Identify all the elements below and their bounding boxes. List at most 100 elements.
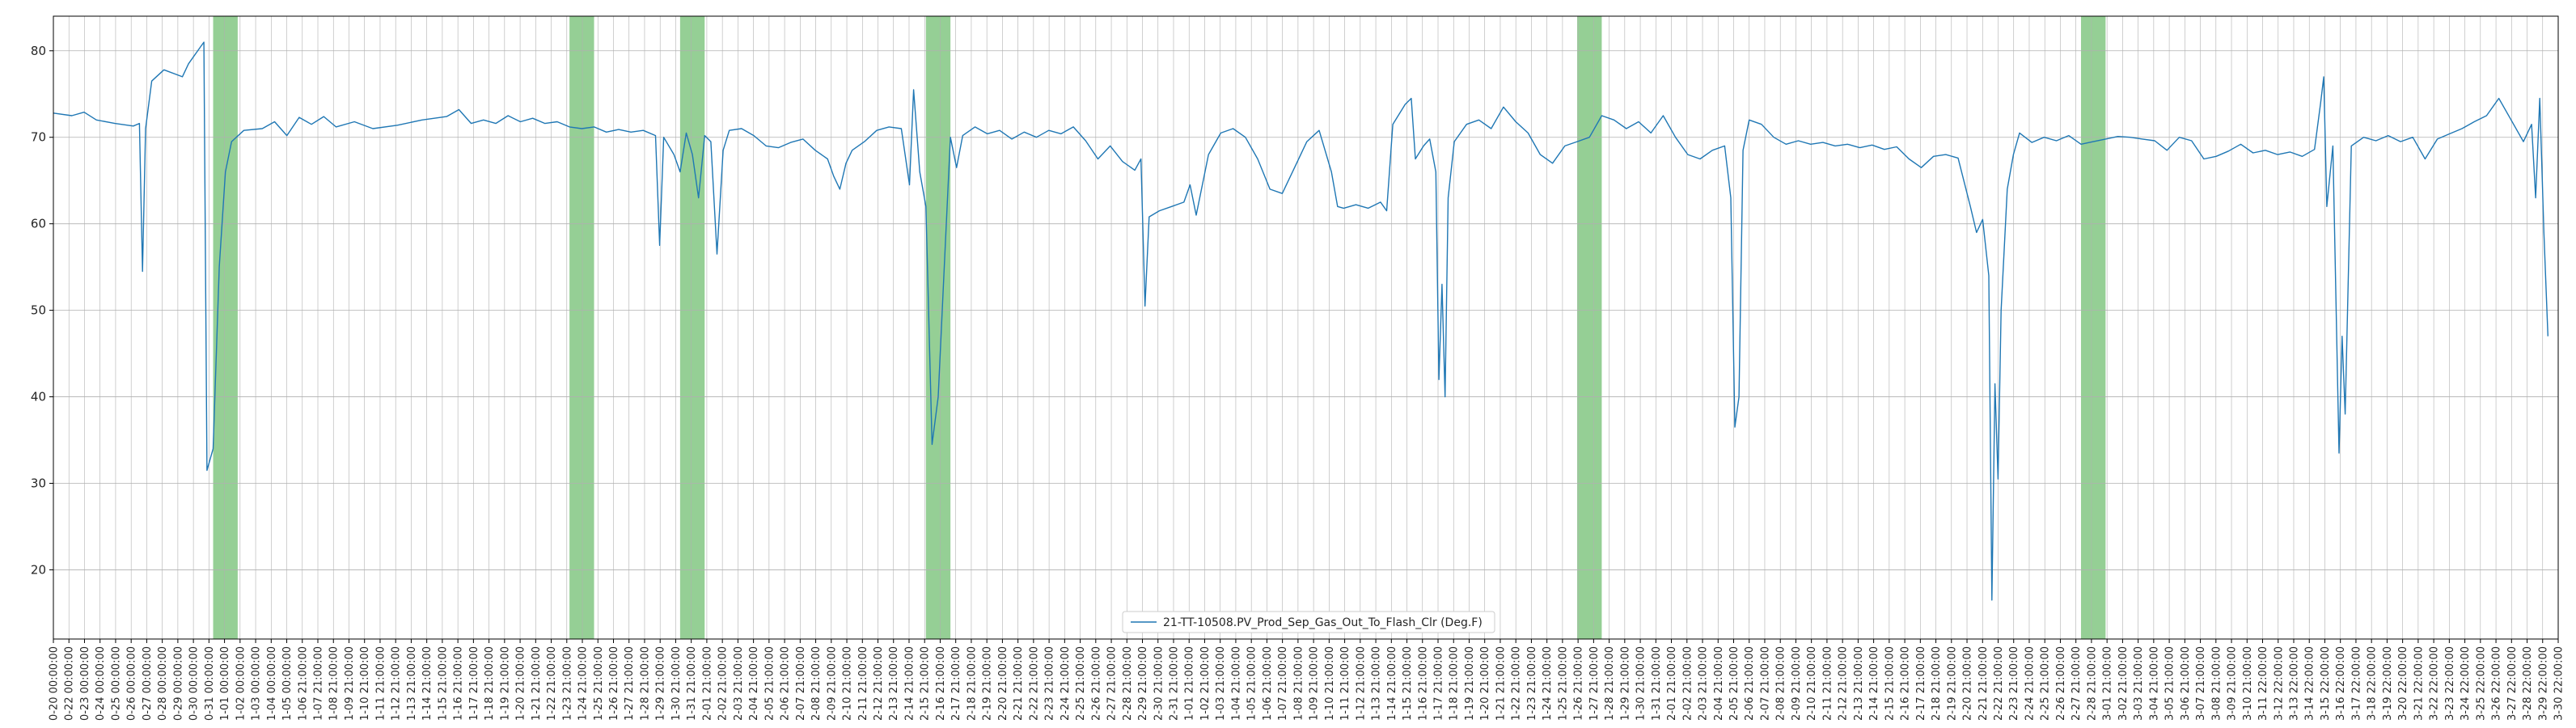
x-tick-label: 1-20 21:00:00 xyxy=(515,646,527,721)
x-tick-label: 1-14 21:00:00 xyxy=(1386,646,1398,721)
x-tick-label: 2-10 21:00:00 xyxy=(1806,646,1818,721)
x-tick-label: 1-01 00:00:00 xyxy=(219,646,231,721)
x-tick-label: 1-05 00:00:00 xyxy=(281,646,294,721)
x-tick-label: 2-07 21:00:00 xyxy=(795,646,807,721)
x-tick-label: 0-22 00:00:00 xyxy=(64,646,76,721)
x-tick-label: 2-20 21:00:00 xyxy=(1962,646,1974,721)
highlight-bands xyxy=(213,16,2106,639)
x-tick-label: 2-13 21:00:00 xyxy=(1853,646,1865,721)
x-tick-label: 2-23 21:00:00 xyxy=(2008,646,2020,721)
x-tick-label: 1-29 21:00:00 xyxy=(1619,646,1631,721)
plot-frame xyxy=(53,15,2559,640)
x-tick-label: 2-30 21:00:00 xyxy=(1153,646,1165,721)
x-tick-label: 2-17 21:00:00 xyxy=(1915,646,1927,721)
x-tick-label: 3-13 22:00:00 xyxy=(2289,646,2301,721)
x-tick-label: 1-29 21:00:00 xyxy=(655,646,667,721)
x-tick-label: 2-17 21:00:00 xyxy=(950,646,962,721)
x-tick-label: 1-06 21:00:00 xyxy=(297,646,309,721)
highlight-band xyxy=(679,16,705,639)
x-tick-label: 3-25 22:00:00 xyxy=(2475,646,2487,721)
series-line xyxy=(53,41,2549,601)
legend-box xyxy=(1122,611,1495,633)
x-tick-label: 3-12 22:00:00 xyxy=(2273,646,2285,721)
x-tick-label: 1-24 21:00:00 xyxy=(1542,646,1554,721)
y-tick-label: 20 xyxy=(31,562,46,577)
x-tick-label: 3-04 21:00:00 xyxy=(2148,646,2160,721)
x-tick-label: 3-23 22:00:00 xyxy=(2444,646,2456,721)
x-tick-label: 3-07 21:00:00 xyxy=(2195,646,2207,721)
x-tick-label: 3-19 22:00:00 xyxy=(2382,646,2394,721)
x-tick-label: 1-09 21:00:00 xyxy=(1309,646,1321,721)
x-tick-label: 1-16 21:00:00 xyxy=(453,646,465,721)
x-tick-label: 2-26 21:00:00 xyxy=(2055,646,2067,721)
x-tick-label: 3-09 21:00:00 xyxy=(2227,646,2239,721)
x-tick-label: 2-24 21:00:00 xyxy=(2024,646,2037,721)
x-tick-label: 1-03 21:00:00 xyxy=(1215,646,1227,721)
x-tick-label: 2-23 21:00:00 xyxy=(1044,646,1056,721)
x-tick-label: 0-25 00:00:00 xyxy=(110,646,122,721)
x-tick-label: 1-06 21:00:00 xyxy=(1262,646,1274,721)
x-tick-label: 3-30 22:00:00 xyxy=(2553,646,2565,721)
x-tick-label: 1-14 21:00:00 xyxy=(421,646,434,721)
x-tick-label: 1-31 21:00:00 xyxy=(1651,646,1663,721)
x-tick-label: 1-13 21:00:00 xyxy=(406,646,418,721)
x-tick-label: 2-01 21:00:00 xyxy=(701,646,713,721)
x-tick-label: 1-19 21:00:00 xyxy=(1464,646,1476,721)
x-tick-label: 2-14 21:00:00 xyxy=(1868,646,1880,721)
x-tick-label: 2-15 21:00:00 xyxy=(1884,646,1896,721)
x-tick-label: 1-21 21:00:00 xyxy=(531,646,543,721)
x-tick-label: 1-07 21:00:00 xyxy=(313,646,325,721)
highlight-band xyxy=(1577,16,1602,639)
x-tick-label: 2-14 21:00:00 xyxy=(904,646,916,721)
x-tick-label: 1-26 21:00:00 xyxy=(1573,646,1585,721)
x-tick-label: 2-31 21:00:00 xyxy=(1169,646,1181,721)
x-tick-label: 1-21 21:00:00 xyxy=(1495,646,1508,721)
x-tick-label: 3-22 22:00:00 xyxy=(2429,646,2441,721)
x-tick-label: 1-26 21:00:00 xyxy=(608,646,620,721)
x-tick-label: 3-16 22:00:00 xyxy=(2335,646,2347,721)
x-tick-label: 2-06 21:00:00 xyxy=(1744,646,1756,721)
x-tick-label: 0-31 00:00:00 xyxy=(204,646,216,721)
x-tick-label: 3-17 22:00:00 xyxy=(2350,646,2362,721)
x-tick-label: 2-05 21:00:00 xyxy=(763,646,776,721)
x-tick-label: 2-02 21:00:00 xyxy=(717,646,730,721)
x-tick-label: 2-21 21:00:00 xyxy=(1013,646,1025,721)
x-tick-label: 1-23 21:00:00 xyxy=(1526,646,1538,721)
x-tick-label: 2-21 21:00:00 xyxy=(1977,646,1990,721)
x-tick-label: 1-31 21:00:00 xyxy=(686,646,698,721)
x-tick-label: 2-26 21:00:00 xyxy=(1090,646,1102,721)
x-tick-label: 2-05 21:00:00 xyxy=(1728,646,1741,721)
x-tick-label: 2-15 21:00:00 xyxy=(920,646,932,721)
x-tick-label: 2-22 21:00:00 xyxy=(1993,646,2005,721)
x-tick-label: 0-27 00:00:00 xyxy=(142,646,154,721)
x-tick-label: 0-28 00:00:00 xyxy=(157,646,169,721)
x-tick-label: 3-14 22:00:00 xyxy=(2304,646,2316,721)
x-tick-label: 1-15 21:00:00 xyxy=(437,646,449,721)
x-tick-label: 3-26 22:00:00 xyxy=(2491,646,2503,721)
x-tick-label: 1-18 21:00:00 xyxy=(1449,646,1461,721)
x-tick-label: 3-08 21:00:00 xyxy=(2210,646,2223,721)
x-tick-label: 2-06 21:00:00 xyxy=(780,646,792,721)
x-tick-label: 2-03 21:00:00 xyxy=(733,646,745,721)
x-tick-label: 1-04 21:00:00 xyxy=(1230,646,1242,721)
x-tick-label: 1-09 21:00:00 xyxy=(344,646,356,721)
x-tick-label: 3-24 22:00:00 xyxy=(2460,646,2472,721)
x-tick-label: 1-12 21:00:00 xyxy=(1355,646,1367,721)
x-tick-label: 1-03 00:00:00 xyxy=(251,646,263,721)
x-tick-label: 1-27 21:00:00 xyxy=(1588,646,1601,721)
x-tick-label: 0-26 00:00:00 xyxy=(126,646,138,721)
x-tick-label: 3-06 21:00:00 xyxy=(2180,646,2192,721)
y-tick-label: 70 xyxy=(31,130,46,145)
x-tick-label: 3-20 22:00:00 xyxy=(2397,646,2409,721)
x-tick-label: 2-16 21:00:00 xyxy=(1900,646,1912,721)
x-tick-label: 2-11 21:00:00 xyxy=(1821,646,1834,721)
x-tick-label: 1-28 21:00:00 xyxy=(1604,646,1616,721)
x-tick-label: 2-27 21:00:00 xyxy=(1106,646,1119,721)
x-tick-label: 1-13 21:00:00 xyxy=(1371,646,1383,721)
x-tick-label: 2-13 21:00:00 xyxy=(888,646,900,721)
y-tick-label: 30 xyxy=(31,476,46,491)
x-tick-label: 2-04 21:00:00 xyxy=(1713,646,1725,721)
x-tick-label: 3-21 22:00:00 xyxy=(2413,646,2425,721)
x-tick-label: 2-25 21:00:00 xyxy=(2040,646,2052,721)
